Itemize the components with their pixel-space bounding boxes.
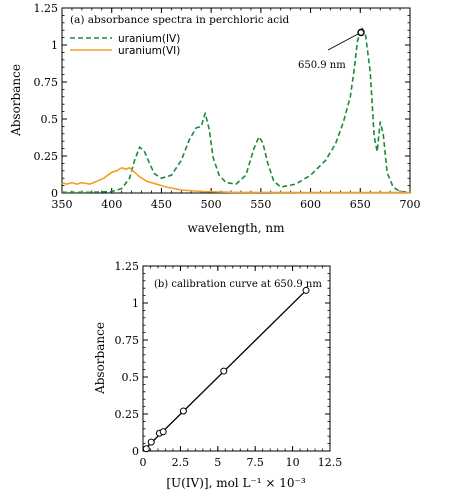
chart-a-title: (a) absorbance spectra in perchloric aci… [70,14,290,26]
y-tick-label: 0.25 [34,150,59,163]
legend-label-uranium-iv: uranium(IV) [118,33,180,45]
calibration-point [302,286,310,294]
plot-frame-a [61,7,411,194]
x-tick-label: 650 [350,198,371,211]
x-tick-label: 550 [250,198,271,211]
x-axis-label-b: [U(IV)], mol L⁻¹ × 10⁻³ [166,476,306,490]
y-tick-label: 0.25 [115,408,140,421]
calibration-point [147,438,155,446]
y-axis-label-a: Absorbance [9,64,23,137]
chart-b-title: (b) calibration curve at 650.9 nm [154,279,322,290]
x-tick-label: 400 [101,198,122,211]
x-tick-label: 600 [300,198,321,211]
x-axis-label-a: wavelength, nm [188,221,286,235]
annotation-marker-a [357,28,365,37]
x-tick-label: 500 [201,198,222,211]
calibration-point [220,367,228,375]
y-tick-label: 0 [132,445,139,458]
series-line-uranium-iv [62,26,411,194]
series-line-uranium-vi [61,167,410,194]
x-tick-label: 450 [151,198,172,211]
calibration-point [159,428,167,436]
annotation-label-a: 650.9 nm [298,60,346,71]
y-tick-label: 1.25 [115,260,140,273]
x-tick-label: 0 [140,456,147,469]
y-tick-label: 1 [51,39,58,52]
legend-label-uranium-vi: uranium(VI) [118,45,180,57]
x-tick-label: 10 [286,456,300,469]
y-tick-label: 0.75 [115,334,140,347]
x-tick-label: 12.5 [318,456,343,469]
annotation-leader-a [327,33,359,51]
y-tick-label: 0.5 [122,371,140,384]
calibration-point [179,407,187,415]
x-tick-label: 5 [214,456,221,469]
y-tick-label: 1.25 [34,2,59,15]
calibration-curve-chart: 0 2.5 5 7.5 10 12.5 0 0.25 0.5 0.75 1 1.25 (b) cali… [93,260,342,490]
plot-frame-b [142,265,331,452]
x-tick-label: 700 [400,198,421,211]
y-axis-label-b: Absorbance [93,322,107,395]
y-tick-label: 0 [51,187,58,200]
x-tick-label: 2.5 [172,456,190,469]
calibration-point [142,445,150,453]
absorbance-spectra-chart: 350 400 450 500 550 600 650 700 0 0.25 0.5 0.75 1 1.2… [9,2,421,235]
y-tick-label: 0.75 [34,76,59,89]
y-tick-label: 0.5 [41,113,59,126]
x-tick-label: 350 [52,198,73,211]
x-tick-label: 7.5 [246,456,264,469]
legend-a: uranium(IV) uranium(VI) [70,33,180,57]
y-tick-label: 1 [132,297,139,310]
